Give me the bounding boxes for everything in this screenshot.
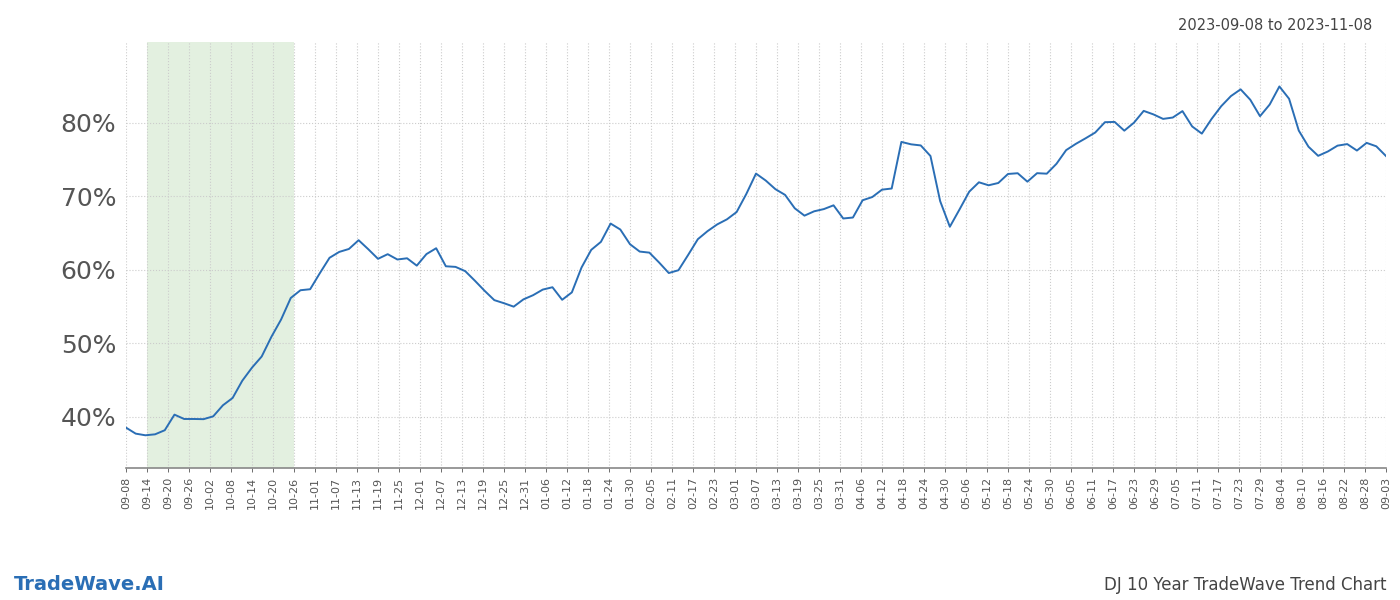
Text: TradeWave.AI: TradeWave.AI bbox=[14, 575, 165, 594]
Text: DJ 10 Year TradeWave Trend Chart: DJ 10 Year TradeWave Trend Chart bbox=[1103, 576, 1386, 594]
Text: 2023-09-08 to 2023-11-08: 2023-09-08 to 2023-11-08 bbox=[1177, 18, 1372, 33]
Bar bbox=[147, 42, 294, 468]
